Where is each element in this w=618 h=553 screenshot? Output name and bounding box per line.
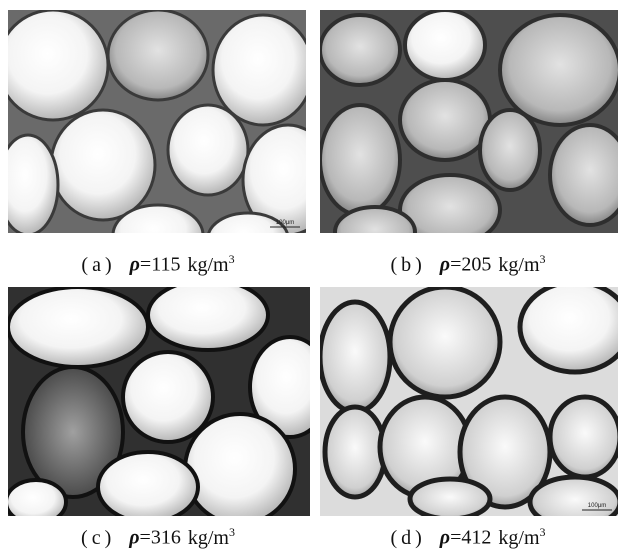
caption-symbol: ρ bbox=[440, 254, 450, 276]
caption-unit: kg/m bbox=[188, 527, 229, 549]
caption-label: (c) bbox=[81, 527, 115, 549]
cell bbox=[480, 110, 540, 190]
caption-value: 412 bbox=[461, 527, 491, 549]
caption-unit-power: 3 bbox=[540, 252, 546, 266]
caption-unit-power: 3 bbox=[229, 252, 235, 266]
cell bbox=[335, 207, 415, 257]
cell bbox=[400, 175, 500, 245]
caption-symbol: ρ bbox=[130, 254, 140, 276]
caption-relation: = bbox=[140, 254, 151, 276]
scale-bar-label: 100μm bbox=[276, 220, 294, 226]
cell bbox=[550, 125, 618, 225]
caption-symbol: ρ bbox=[129, 527, 139, 549]
cell bbox=[390, 287, 500, 397]
caption-value: 205 bbox=[461, 254, 491, 276]
caption-label: (a) bbox=[81, 254, 115, 276]
cell bbox=[98, 452, 198, 522]
micrograph: 100μm bbox=[320, 282, 618, 527]
caption-unit-power: 3 bbox=[229, 525, 235, 539]
micrograph bbox=[6, 280, 330, 524]
caption: (b) ρ=205 kg/m3 bbox=[318, 252, 618, 277]
cell bbox=[520, 282, 618, 372]
caption-relation: = bbox=[450, 254, 461, 276]
cell bbox=[123, 352, 213, 442]
caption-symbol: ρ bbox=[440, 527, 450, 549]
cell bbox=[213, 15, 313, 125]
cell bbox=[0, 135, 58, 235]
cell bbox=[320, 302, 390, 412]
caption: (c) ρ=316 kg/m3 bbox=[8, 525, 308, 550]
cell bbox=[400, 80, 490, 160]
caption-relation: = bbox=[140, 527, 151, 549]
cell bbox=[410, 479, 490, 519]
caption-label: (b) bbox=[390, 254, 425, 276]
caption-relation: = bbox=[450, 527, 461, 549]
cell bbox=[500, 15, 618, 125]
caption-unit: kg/m bbox=[498, 527, 539, 549]
figure: 100μm100μm (a)ρ=115kg/m3 (b)ρ=205kg/m3 (… bbox=[0, 0, 618, 553]
cell bbox=[148, 280, 268, 350]
caption-value: 115 bbox=[151, 254, 180, 276]
caption-unit-power: 3 bbox=[540, 525, 546, 539]
caption-label: (d) bbox=[390, 527, 425, 549]
micrograph: 100μm bbox=[0, 10, 333, 265]
caption-value: 316 bbox=[151, 527, 181, 549]
caption: (a) ρ=115 kg/m3 bbox=[8, 252, 308, 277]
cell bbox=[325, 407, 385, 497]
cell bbox=[8, 287, 148, 367]
cell bbox=[550, 397, 618, 477]
cell bbox=[0, 10, 108, 120]
cell bbox=[168, 105, 248, 195]
cell bbox=[320, 15, 400, 85]
scale-bar-label: 100μm bbox=[588, 503, 606, 509]
cell bbox=[320, 105, 400, 215]
caption: (d) ρ=412 kg/m3 bbox=[318, 525, 618, 550]
caption-unit: kg/m bbox=[187, 254, 228, 276]
cell bbox=[6, 480, 66, 524]
cell bbox=[405, 10, 485, 80]
caption-unit: kg/m bbox=[498, 254, 539, 276]
cell bbox=[51, 110, 155, 220]
micrograph bbox=[320, 10, 618, 257]
cell bbox=[108, 10, 208, 100]
cell bbox=[530, 477, 618, 527]
cell bbox=[185, 414, 295, 524]
